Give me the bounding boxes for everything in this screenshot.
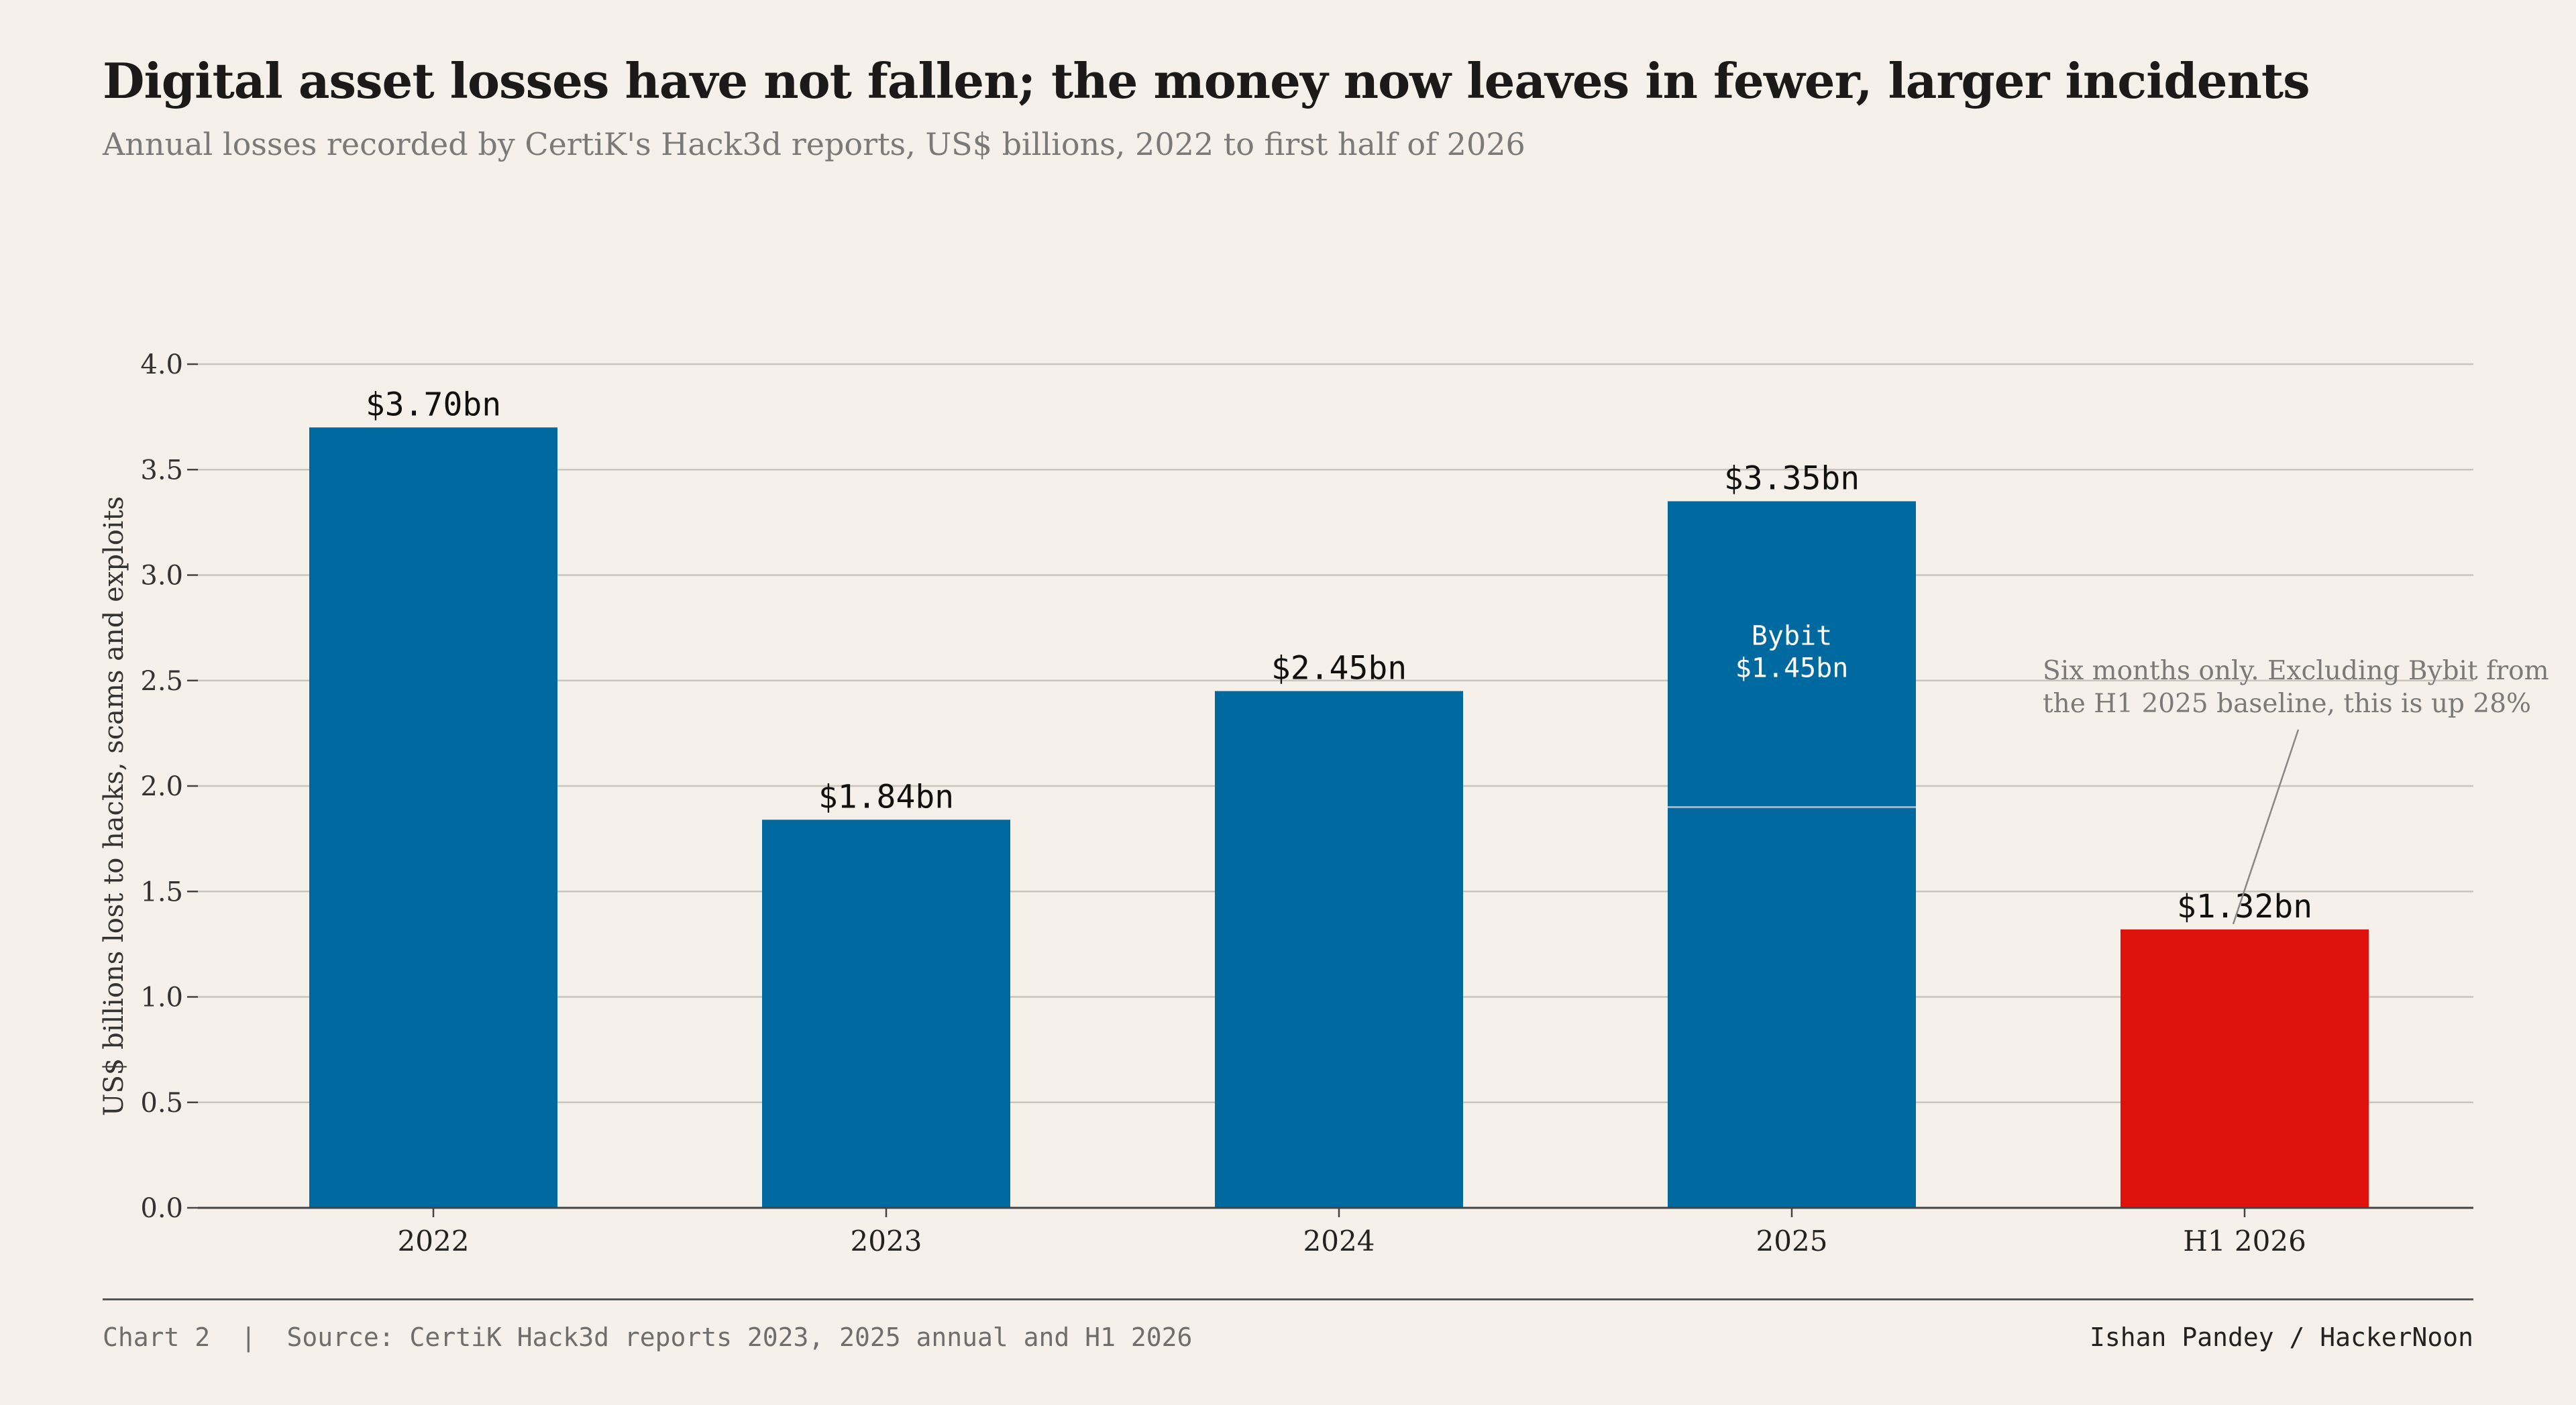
x-tick-label: 2022 [398,1225,470,1257]
bar-2022 [309,427,557,1208]
annotation-line-1: Six months only. Excluding Bybit from [2043,656,2549,686]
footer-source: Chart 2 | Source: CertiK Hack3d reports … [103,1323,1193,1352]
y-tick-label: 2.0 [140,771,183,802]
bar-value-label: $3.35bn [1724,459,1860,497]
x-tick-label: H1 2026 [2183,1225,2306,1257]
y-tick-label: 1.0 [140,982,183,1013]
y-tick-label: 1.5 [140,877,183,907]
bar-value-label: $2.45bn [1271,649,1407,687]
bar-value-label: $3.70bn [366,386,501,423]
chart-subtitle: Annual losses recorded by CertiK's Hack3… [103,126,1525,162]
bar-2024 [1215,691,1463,1208]
y-tick-label: 2.5 [140,666,183,697]
segment-label-name: Bybit [1752,620,1832,651]
footer-credit: Ishan Pandey / HackerNoon [2090,1323,2473,1352]
axis-ticks: 0.0 0.5 1.0 1.5 2.0 2.5 3.0 3.5 4.0 2022 2023 2024 2… [140,349,2306,1257]
bar-2023 [762,820,1010,1208]
y-tick-label: 3.5 [140,455,183,486]
segment-label-value: $1.45bn [1735,653,1849,683]
annotation: Six months only. Excluding Bybit from th… [2043,656,2549,925]
footer-divider [103,1298,2473,1300]
bar-value-label: $1.32bn [2177,888,2312,925]
y-tick-label: 0.0 [140,1193,183,1224]
y-tick-label: 0.5 [140,1088,183,1119]
bars [309,427,2369,1208]
x-tick-label: 2024 [1303,1225,1375,1257]
annotation-leader-line [2232,729,2300,925]
bar-chart: $3.70bn $1.84bn $2.45bn Bybit$1.45bn $3.35bn… [99,349,2549,1257]
y-axis-label: US$ billions lost to hacks, scams and ex… [99,496,129,1116]
annotation-line-2: the H1 2025 baseline, this is up 28% [2043,689,2531,719]
y-tick-label: 4.0 [140,349,183,380]
y-tick-label: 3.0 [140,561,183,592]
x-tick-label: 2023 [851,1225,922,1257]
bar-2025 [1668,501,1916,1208]
bar-h1-2026 [2121,929,2369,1208]
bar-value-label: $1.84bn [818,778,954,816]
bar-labels: $3.70bn $1.84bn $2.45bn Bybit$1.45bn $3.35bn… [366,386,2312,925]
x-tick-label: 2025 [1756,1225,1828,1257]
chart-title: Digital asset losses have not fallen; th… [103,52,2310,109]
